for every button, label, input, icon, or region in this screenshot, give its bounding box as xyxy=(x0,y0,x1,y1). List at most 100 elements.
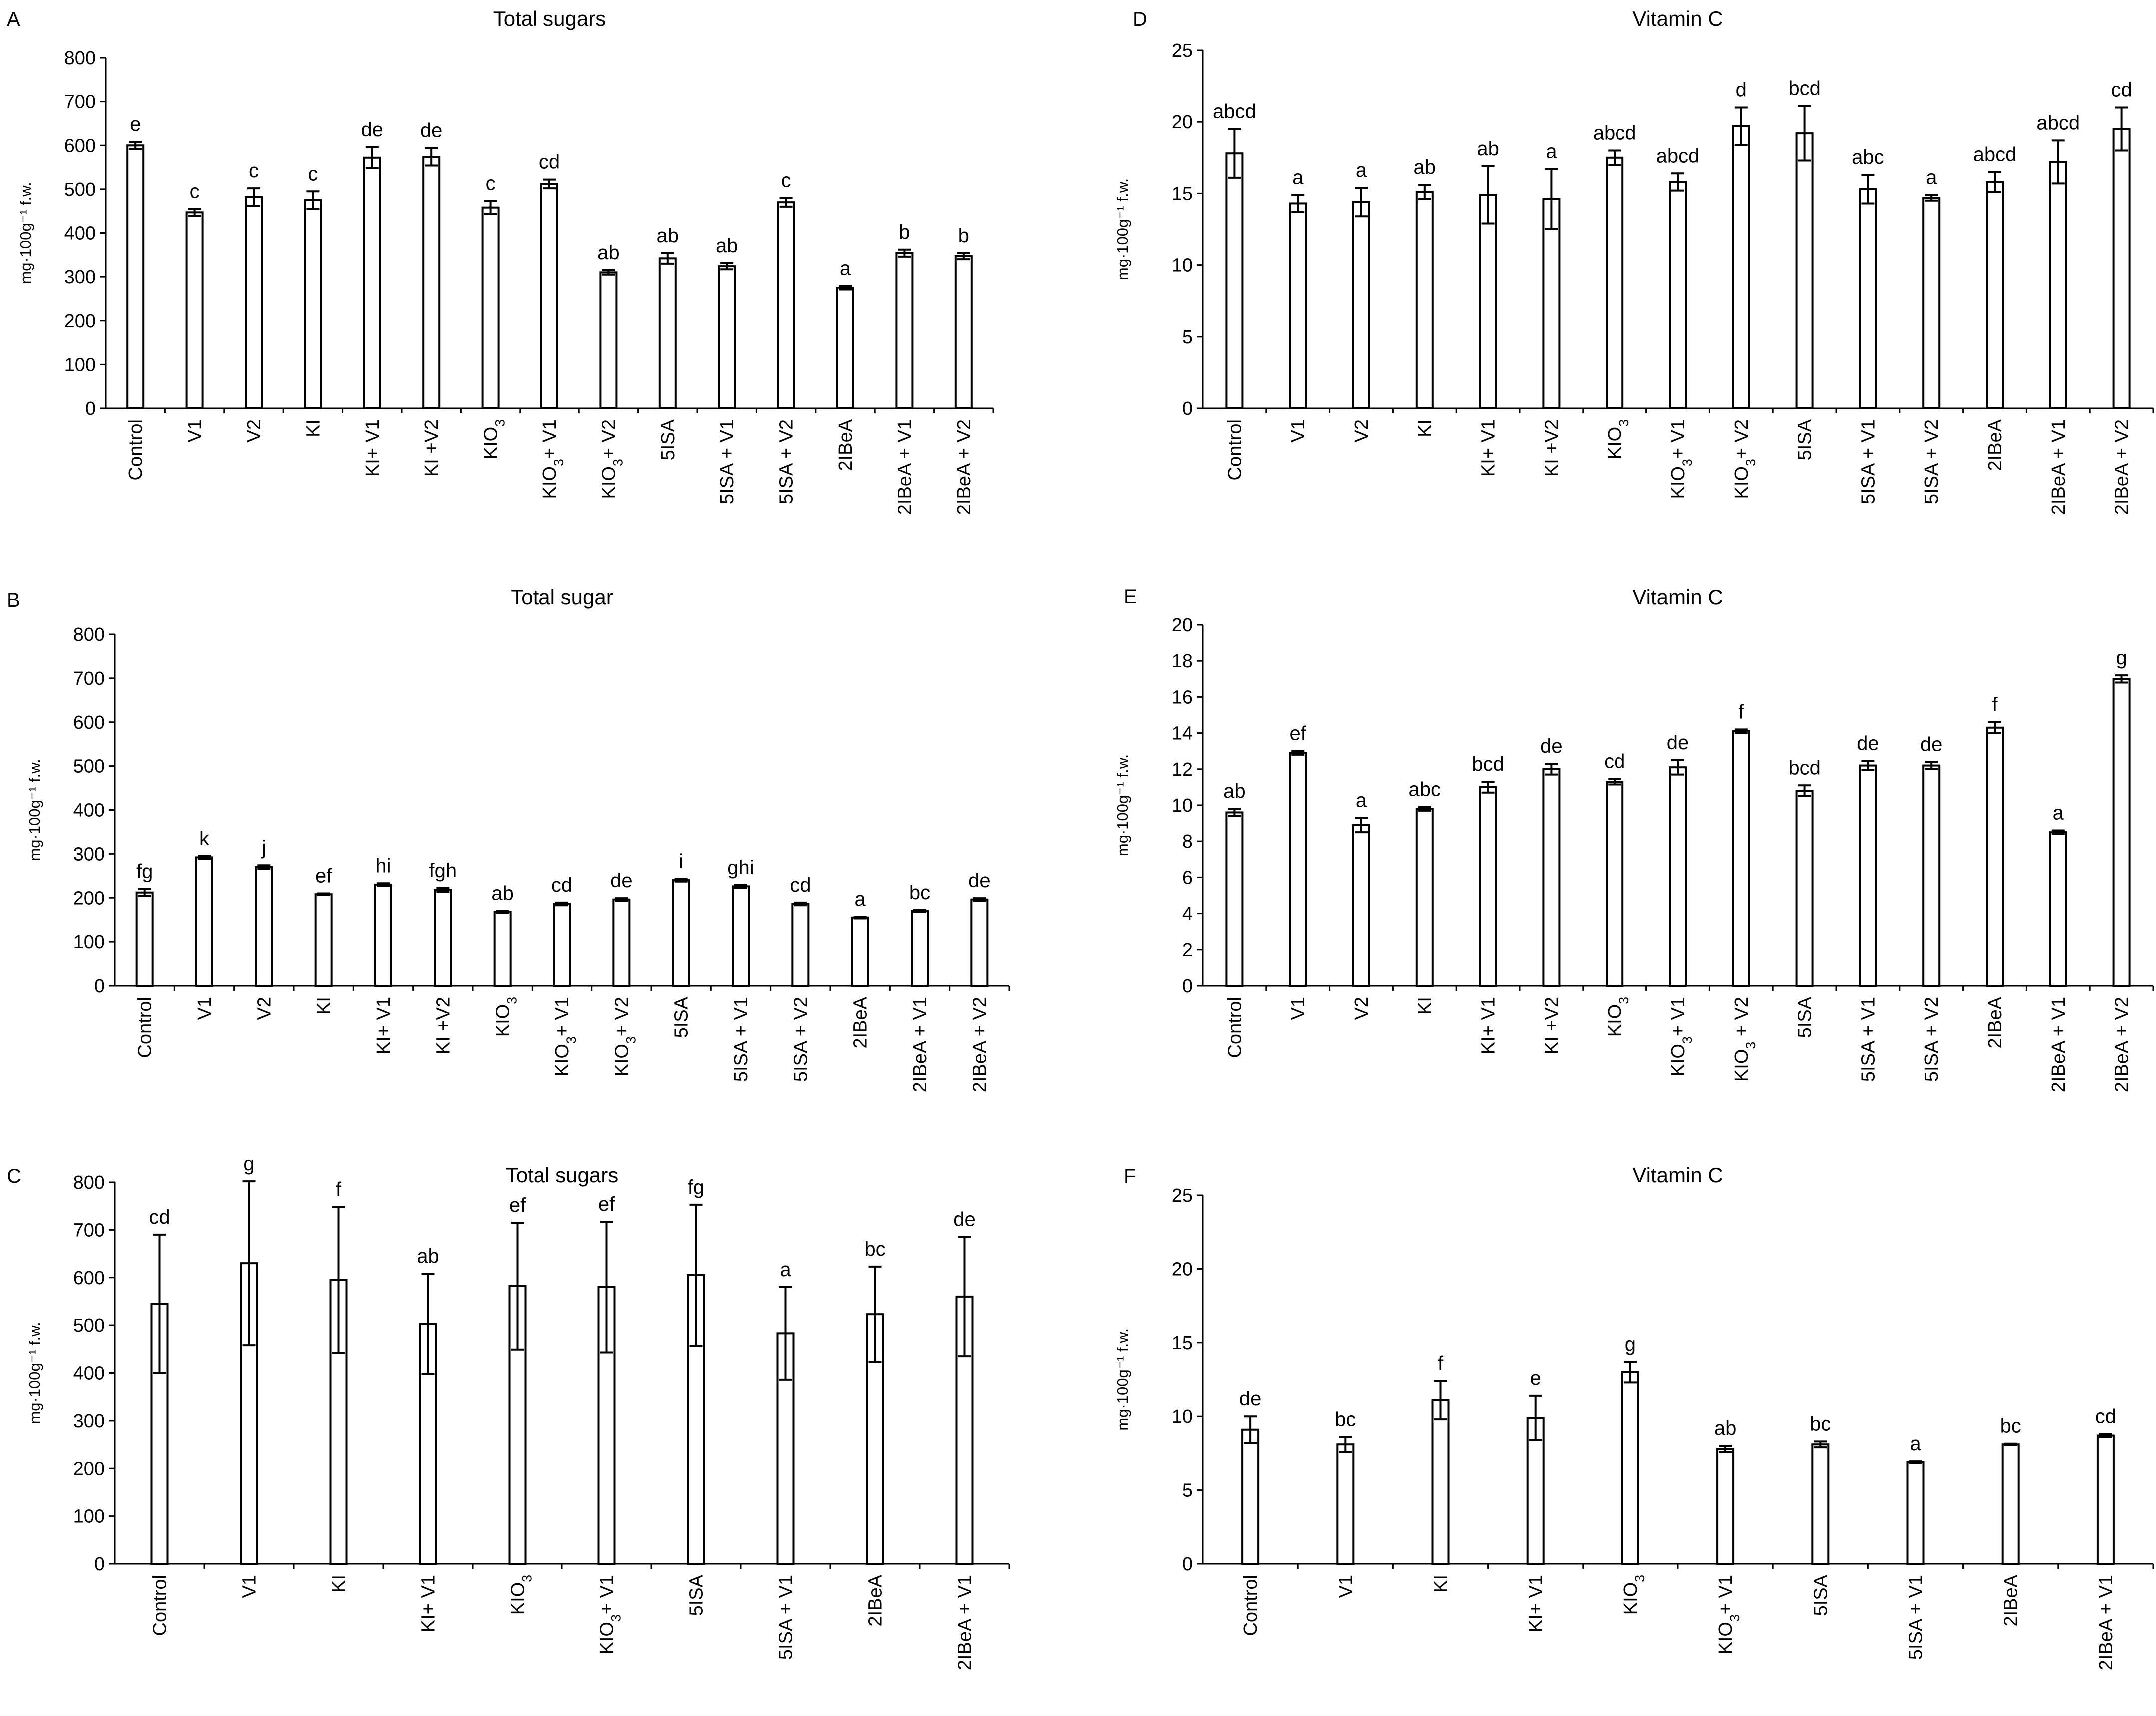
panel-letter: E xyxy=(1124,586,1137,608)
significance-label: ab xyxy=(1223,780,1246,802)
significance-label: bcd xyxy=(1472,753,1504,775)
x-tick-label: KI+ V1 xyxy=(373,997,394,1054)
bar xyxy=(1352,201,1370,409)
x-tick-label: Control xyxy=(1240,1575,1261,1636)
y-tick-label: 600 xyxy=(73,1268,105,1289)
significance-label: f xyxy=(1992,694,1998,716)
chart-title: Vitamin C xyxy=(1632,1163,1723,1187)
x-tick-label: 2IBeA + V2 xyxy=(954,419,975,515)
x-tick-label: 5ISA + V2 xyxy=(790,997,811,1082)
y-tick-label: 300 xyxy=(64,267,96,288)
y-tick-label: 400 xyxy=(73,1363,105,1384)
significance-label: a xyxy=(855,888,866,910)
x-tick-label: KIO3 xyxy=(508,1575,535,1615)
x-tick-label: KIO3+ V2 xyxy=(598,419,625,499)
x-tick-label: V1 xyxy=(1288,997,1309,1020)
significance-label: fg xyxy=(136,861,153,883)
significance-label: ab xyxy=(657,225,679,247)
significance-label: cd xyxy=(2111,79,2132,101)
x-tick-label: 5ISA xyxy=(1795,419,1816,460)
x-tick-label: 2IBeA + V1 xyxy=(910,997,931,1092)
x-tick-label: 2IBeA + V1 xyxy=(2048,419,2069,515)
significance-label: g xyxy=(243,1153,254,1175)
bar xyxy=(314,893,333,987)
y-tick-label: 5 xyxy=(1182,1480,1193,1501)
significance-label: ef xyxy=(598,1193,615,1215)
bar xyxy=(851,916,869,987)
significance-label: ab xyxy=(417,1245,439,1267)
significance-label: c xyxy=(486,173,496,195)
y-tick-label: 0 xyxy=(1182,1554,1193,1575)
y-tick-label: 25 xyxy=(1172,40,1193,61)
y-tick-label: 100 xyxy=(73,932,105,953)
y-tick-label: 200 xyxy=(73,1458,105,1479)
y-tick-label: 6 xyxy=(1182,867,1193,888)
significance-label: ef xyxy=(1290,723,1307,745)
y-tick-label: 600 xyxy=(73,712,105,733)
y-tick-label: 300 xyxy=(73,1411,105,1432)
y-tick-label: 800 xyxy=(64,48,96,69)
x-tick-label: V1 xyxy=(1335,1575,1356,1598)
x-tick-label: KIO3 xyxy=(493,997,520,1037)
bar xyxy=(1621,1371,1639,1565)
x-tick-label: KIO3 + V2 xyxy=(1731,997,1758,1082)
chart-title: Vitamin C xyxy=(1632,585,1723,609)
y-tick-label: 25 xyxy=(1172,1185,1193,1206)
x-tick-label: 5ISA + V1 xyxy=(776,1575,797,1660)
significance-label: de xyxy=(1540,735,1563,757)
significance-label: e xyxy=(130,113,141,135)
x-tick-label: KI+ V1 xyxy=(362,419,383,477)
significance-label: fg xyxy=(688,1176,704,1198)
bar xyxy=(2112,128,2131,409)
panel-c: C Total sugars 0 100 200 300 400 500 600 700 800 mg… xyxy=(7,1153,1010,1670)
x-tick-label: KI xyxy=(1415,419,1436,437)
x-tick-label: 5ISA xyxy=(658,419,679,460)
bar xyxy=(363,156,381,409)
bar xyxy=(718,265,736,409)
bar xyxy=(1732,730,1750,987)
y-tick-label: 10 xyxy=(1172,1406,1193,1427)
significance-label: bc xyxy=(1810,1413,1831,1435)
bar xyxy=(2001,1443,2020,1565)
x-tick-label: KIO3+ V2 xyxy=(1731,419,1758,499)
significance-label: abcd xyxy=(1213,101,1256,123)
y-tick-label: 5 xyxy=(1182,327,1193,348)
bar xyxy=(126,144,145,409)
x-tick-label: V1 xyxy=(239,1575,260,1598)
y-tick-label: 0 xyxy=(1182,398,1193,419)
bar xyxy=(255,866,273,987)
y-tick-label: 4 xyxy=(1182,904,1193,925)
bar xyxy=(135,891,154,987)
significance-label: ab xyxy=(1714,1417,1737,1439)
x-tick-label: KI +V2 xyxy=(433,997,454,1054)
y-tick-label: 20 xyxy=(1172,112,1193,133)
panel-letter: F xyxy=(1124,1165,1136,1187)
significance-label: a xyxy=(780,1259,791,1281)
y-tick-label: 800 xyxy=(73,1172,105,1193)
significance-label: bc xyxy=(1335,1408,1356,1430)
x-tick-label: KIO3+ V1 xyxy=(552,997,579,1077)
significance-label: k xyxy=(199,828,210,850)
bar xyxy=(1479,194,1497,409)
bar xyxy=(1415,191,1434,409)
x-tick-label: Control xyxy=(135,997,156,1058)
significance-label: a xyxy=(1546,141,1557,163)
significance-label: hi xyxy=(375,855,391,877)
y-tick-label: 0 xyxy=(94,976,105,997)
significance-label: f xyxy=(336,1179,342,1201)
x-tick-label: KI xyxy=(303,419,324,437)
bar xyxy=(911,910,929,987)
y-tick-label: 16 xyxy=(1172,687,1193,708)
significance-label: cd xyxy=(2095,1406,2116,1428)
significance-label: ab xyxy=(716,235,738,257)
significance-label: cd xyxy=(790,874,811,896)
bar xyxy=(374,883,392,987)
y-tick-label: 100 xyxy=(64,354,96,375)
y-tick-label: 600 xyxy=(64,135,96,156)
x-tick-label: KI+ V1 xyxy=(1478,419,1499,477)
y-axis-label: mg·100g⁻¹ f.w. xyxy=(1114,178,1131,280)
significance-label: fgh xyxy=(429,860,457,882)
bar xyxy=(1986,726,2004,987)
y-tick-label: 800 xyxy=(73,624,105,645)
